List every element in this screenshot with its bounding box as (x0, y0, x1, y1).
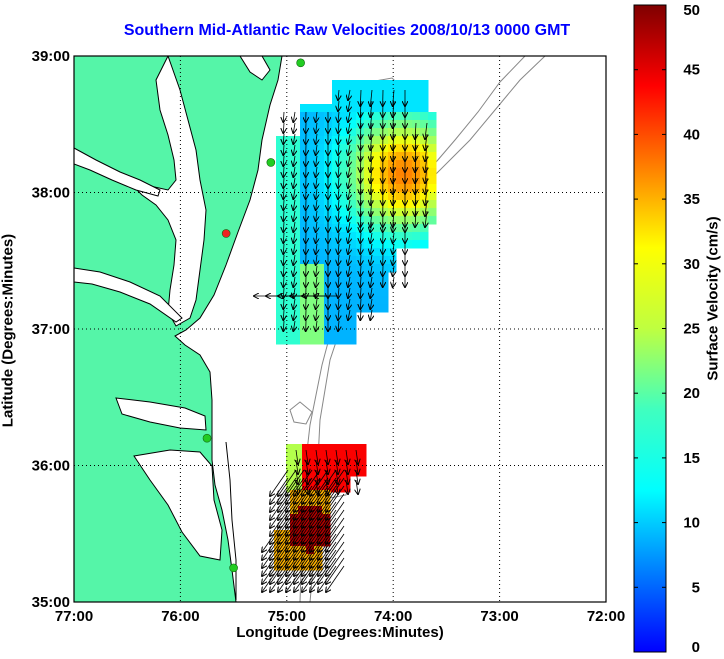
x-tick-label: 76:00 (161, 608, 199, 625)
y-tick-label: 39:00 (32, 48, 70, 65)
colorbar-tick-label: 35 (683, 191, 700, 208)
potomac-river (74, 147, 161, 197)
pamlico-sound (133, 449, 223, 561)
y-tick-label: 35:00 (32, 594, 70, 611)
chesapeake-bay (130, 56, 207, 327)
colorbar-tick-label: 10 (683, 515, 700, 532)
x-tick-label: 74:00 (374, 608, 412, 625)
grid-lines (74, 56, 606, 602)
y-tick-label: 36:00 (32, 458, 70, 475)
velocity-arrows (254, 89, 427, 592)
bathymetry-contour (289, 401, 313, 425)
colorbar-tick-label: 5 (692, 579, 700, 596)
radar-station-marker (266, 158, 276, 167)
x-tick-label: 77:00 (55, 608, 93, 625)
x-tick-label: 73:00 (480, 608, 518, 625)
colorbar-tick-label: 20 (683, 385, 700, 402)
colorbar-tick-label: 30 (683, 256, 700, 273)
colorbar-tick-label: 15 (683, 450, 700, 467)
colorbar-label: Surface Velocity (cm/s) (704, 216, 722, 381)
x-tick-label: 75:00 (268, 608, 306, 625)
x-tick-labels: 77:00 76:00 75:00 74:00 73:00 72:00 (55, 608, 625, 625)
colorbar-tick-label: 0 (692, 639, 700, 656)
colorbar-tick-label: 40 (683, 126, 700, 143)
colorbar-tick-label: 50 (683, 2, 700, 19)
colorbar (633, 4, 667, 653)
radar-station-marker (221, 229, 231, 238)
radar-station-marker (202, 433, 212, 443)
colorbar-tick-label: 25 (683, 321, 700, 338)
radar-station-marker (229, 563, 238, 573)
james-river (74, 267, 183, 323)
x-axis-label: Longitude (Degrees:Minutes) (236, 624, 444, 641)
x-tick-label: 72:00 (587, 608, 625, 625)
chart-title: Southern Mid-Atlantic Raw Velocities 200… (123, 22, 571, 39)
albemarle-sound (115, 397, 207, 431)
colorbar-ticks: 0 5 10 15 20 25 30 35 40 45 50 (634, 2, 700, 656)
radar-station-marker (296, 58, 305, 68)
y-tick-label: 37:00 (32, 321, 70, 338)
y-axis-label: Latitude (Degrees:Minutes) (0, 233, 17, 428)
colorbar-tick-label: 45 (683, 62, 700, 79)
y-tick-label: 38:00 (32, 185, 70, 202)
plot-frame (73, 55, 607, 603)
y-tick-labels: 39:00 38:00 37:00 36:00 35:00 (32, 48, 70, 611)
delaware-bay (239, 56, 271, 81)
radar-stations (202, 58, 305, 573)
barrier-island (225, 441, 237, 600)
